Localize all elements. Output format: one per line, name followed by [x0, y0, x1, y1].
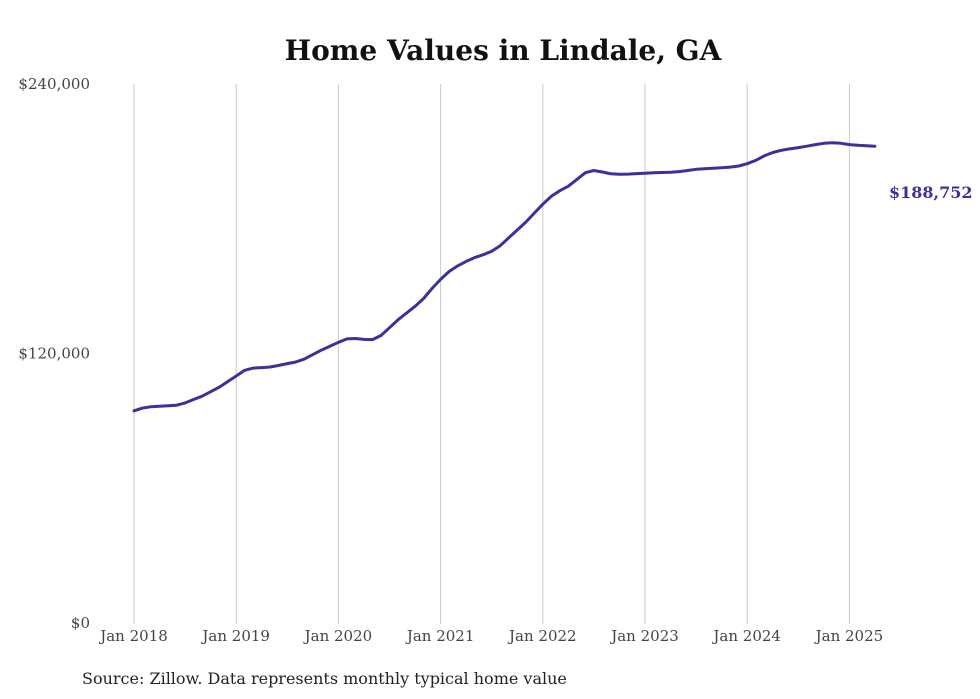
source-note: Source: Zillow. Data represents monthly …: [82, 669, 567, 688]
x-tick-label: Jan 2024: [711, 627, 781, 645]
y-tick-label: $240,000: [18, 75, 90, 93]
end-value-label: $188,752: [889, 183, 973, 202]
x-tick-label: Jan 2018: [98, 627, 168, 645]
series-line-home-value: [132, 141, 877, 413]
chart-title: Home Values in Lindale, GA: [285, 34, 723, 67]
x-tick-label: Jan 2022: [507, 627, 577, 645]
x-tick-label: Jan 2020: [303, 627, 373, 645]
x-tick-label: Jan 2025: [814, 627, 884, 645]
x-tick-label: Jan 2021: [405, 627, 475, 645]
y-axis-ticks: $0 $120,000 $240,000: [18, 75, 90, 632]
x-tick-label: Jan 2023: [609, 627, 679, 645]
y-tick-label: $0: [71, 614, 90, 632]
x-axis-ticks: Jan 2018 Jan 2019 Jan 2020 Jan 2021 Jan 2022…: [98, 627, 883, 645]
x-tick-label: Jan 2019: [200, 627, 270, 645]
y-tick-label: $120,000: [18, 345, 90, 363]
